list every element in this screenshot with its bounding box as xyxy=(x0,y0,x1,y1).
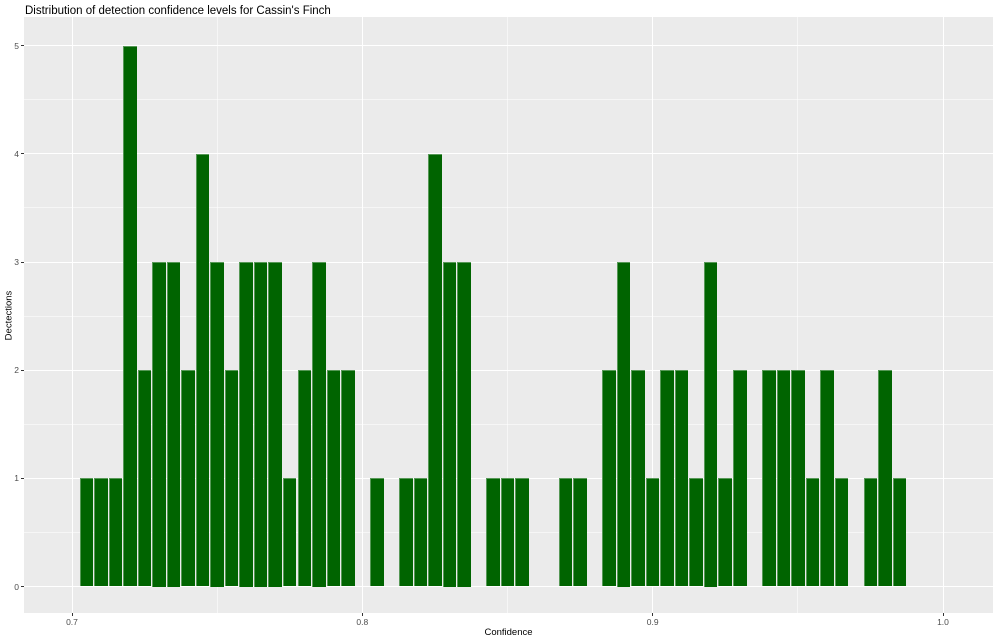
histogram-bar xyxy=(326,370,341,587)
histogram-bar xyxy=(674,370,689,587)
histogram-bar xyxy=(820,370,834,587)
histogram-bar xyxy=(312,262,326,587)
histogram-bar xyxy=(645,478,660,587)
histogram-bar xyxy=(137,370,152,587)
x-tick-label: 1.0 xyxy=(937,617,949,627)
histogram-bar xyxy=(515,478,529,587)
gridline-y-major xyxy=(24,261,993,263)
histogram-bar xyxy=(282,478,297,587)
histogram-bar xyxy=(616,262,631,587)
histogram-bar xyxy=(166,262,181,587)
gridline-x-minor xyxy=(507,17,508,613)
histogram-bar xyxy=(718,478,732,587)
plot-panel xyxy=(24,17,993,613)
y-tick-label: 2 xyxy=(14,365,19,376)
histogram-bar xyxy=(892,478,907,587)
histogram-bar xyxy=(152,262,166,587)
histogram-bar xyxy=(762,370,776,587)
x-tick-label: 0.8 xyxy=(356,617,369,627)
histogram-bar xyxy=(210,262,224,587)
gridline-x-major xyxy=(361,17,363,613)
x-axis-title: Confidence xyxy=(484,627,533,638)
gridline-x-major xyxy=(942,17,944,613)
histogram-bar xyxy=(703,262,718,587)
histogram-bar xyxy=(631,370,645,587)
histogram-bar xyxy=(108,478,123,587)
y-tick-mark xyxy=(21,153,24,155)
histogram-bar xyxy=(413,478,428,587)
histogram-bar xyxy=(94,478,108,587)
gridline-y-minor xyxy=(24,207,993,209)
histogram-bar xyxy=(689,478,703,587)
x-tick-label: 0.7 xyxy=(66,617,78,627)
gridline-x-major xyxy=(652,17,654,613)
x-tick-mark xyxy=(361,613,363,616)
histogram-bar xyxy=(123,45,137,587)
histogram-bar xyxy=(878,370,892,587)
histogram-bar xyxy=(181,370,195,587)
histogram-bar xyxy=(486,478,500,587)
y-tick-label: 4 xyxy=(14,148,19,159)
histogram-bar xyxy=(399,478,413,587)
y-axis-title: Dectections xyxy=(3,290,15,341)
histogram-bar xyxy=(733,370,747,587)
histogram-bar xyxy=(863,478,878,587)
gridline-y-minor xyxy=(24,99,993,101)
gridline-y-major xyxy=(24,369,993,371)
histogram-bar xyxy=(791,370,805,587)
histogram-bar xyxy=(341,370,355,587)
histogram-bar xyxy=(428,153,442,587)
histogram-bar xyxy=(660,370,674,587)
histogram-bar xyxy=(239,262,253,587)
x-tick-mark xyxy=(652,613,654,616)
histogram-bar xyxy=(602,370,616,587)
gridline-y-major xyxy=(24,586,993,587)
y-tick-label: 3 xyxy=(14,257,19,268)
y-tick-mark xyxy=(21,586,24,587)
histogram-bar xyxy=(776,370,791,587)
gridline-y-minor xyxy=(24,423,993,425)
chart-title: Distribution of detection confidence lev… xyxy=(25,5,331,17)
y-tick-label: 5 xyxy=(14,40,19,51)
histogram-bar xyxy=(253,262,268,587)
gridline-y-major xyxy=(24,45,993,47)
y-tick-mark xyxy=(21,261,24,263)
gridline-y-minor xyxy=(24,315,993,317)
gridline-x-major xyxy=(71,17,73,613)
x-tick-label: 0.9 xyxy=(646,617,659,627)
histogram-bar xyxy=(268,262,282,587)
histogram-bar xyxy=(297,370,312,587)
histogram-bar xyxy=(558,478,573,587)
histogram-bar xyxy=(224,370,239,587)
y-tick-label: 0 xyxy=(14,581,19,592)
histogram-bar xyxy=(195,153,210,587)
histogram-bar xyxy=(834,478,849,587)
x-tick-mark xyxy=(71,613,73,616)
histogram-bar xyxy=(805,478,820,587)
y-tick-mark xyxy=(21,369,24,371)
histogram-bar xyxy=(370,478,384,587)
gridline-y-major xyxy=(24,153,993,155)
y-tick-mark xyxy=(21,477,24,479)
y-tick-label: 1 xyxy=(14,473,19,484)
histogram-bar xyxy=(457,262,471,587)
y-tick-mark xyxy=(21,45,24,47)
histogram-bar xyxy=(442,262,457,587)
gridline-x-minor xyxy=(797,17,799,613)
histogram-bar xyxy=(573,478,587,587)
x-tick-mark xyxy=(942,613,944,616)
histogram-bar xyxy=(500,478,515,587)
histogram-bar xyxy=(79,478,94,587)
